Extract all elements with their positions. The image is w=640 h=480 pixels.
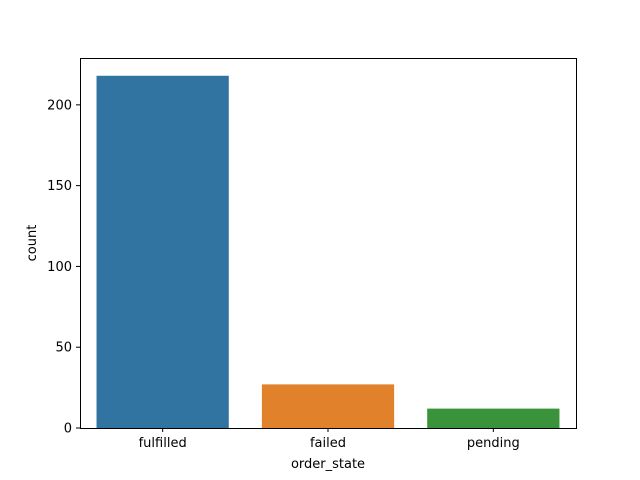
plot-frame [80, 58, 577, 429]
y-tick-label: 0 [64, 422, 72, 437]
y-axis-label: count [25, 225, 40, 262]
y-tick-label: 100 [47, 260, 72, 275]
x-axis-ticks: fulfilled failed pending [139, 428, 520, 451]
y-tick-label: 150 [47, 179, 72, 194]
y-axis-ticks: 0 50 100 150 200 [47, 98, 80, 437]
x-axis-label: order_state [291, 457, 365, 472]
bars-group [96, 75, 560, 429]
bar-pending [427, 408, 560, 428]
x-tick-label-pending: pending [467, 436, 520, 451]
y-tick-label: 200 [47, 98, 72, 113]
y-tick-label: 50 [55, 341, 72, 356]
bar-fulfilled [96, 75, 229, 429]
x-tick-label-failed: failed [310, 436, 346, 451]
bar-failed [261, 384, 395, 428]
x-tick-label-fulfilled: fulfilled [139, 436, 187, 451]
